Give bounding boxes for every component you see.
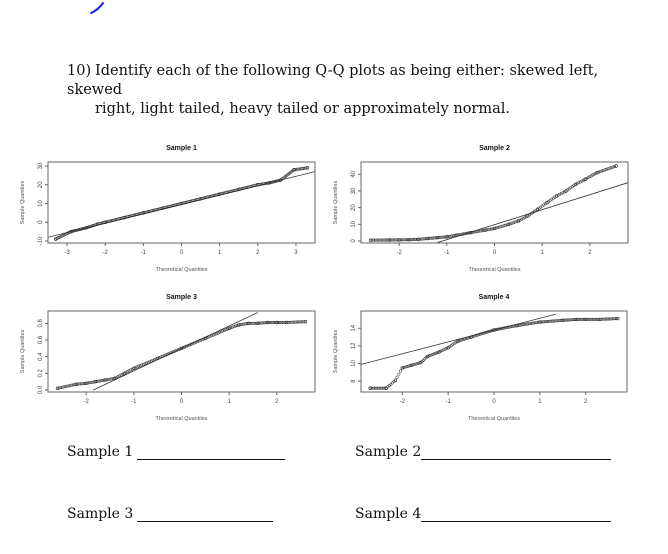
answer-blank-1[interactable] <box>137 445 286 460</box>
qq-plot-svg: Sample 3 -2 -1 0 1 2 0.0 0.2 0.4 0.6 0.8 Theoretica… <box>20 294 316 422</box>
svg-text:0: 0 <box>180 399 184 405</box>
svg-text:-2: -2 <box>396 250 402 256</box>
y-axis-label: Sample Quantiles <box>333 181 339 225</box>
svg-text:10: 10 <box>351 220 357 227</box>
answer-sample-4: Sample 4 <box>355 506 612 522</box>
x-axis-label: Theoretical Quantiles <box>469 267 521 273</box>
svg-text:0: 0 <box>180 250 184 256</box>
svg-text:20: 20 <box>351 204 357 211</box>
svg-text:1: 1 <box>538 399 542 405</box>
qq-plot-svg: Sample 1-3 -2 -1 0 1 2 3-100102030Theoretical … <box>20 145 316 273</box>
svg-text:2: 2 <box>584 399 588 405</box>
answer-sample-1: Sample 1 <box>67 444 286 460</box>
answer-blank-2[interactable] <box>421 445 612 460</box>
y-axis-label: Sample Quantiles <box>20 181 26 225</box>
question-text: 10) Identify each of the following Q-Q pl… <box>67 62 627 119</box>
svg-text:2: 2 <box>275 399 279 405</box>
x-axis-label: Theoretical Quantiles <box>156 267 208 273</box>
reference-line <box>361 313 557 365</box>
svg-text:0: 0 <box>493 250 497 256</box>
svg-text:1: 1 <box>218 250 222 256</box>
svg-text:0: 0 <box>492 399 496 405</box>
svg-text:-2: -2 <box>103 250 109 256</box>
qq-plot-sample-2: Sample 2 -2 -1 0 1 2 0 10 20 30 40 Theoretical Quan… <box>330 140 668 285</box>
question-line-1: Identify each of the following Q-Q plots… <box>67 63 599 98</box>
svg-text:0.2: 0.2 <box>38 369 44 378</box>
svg-text:-1: -1 <box>444 250 450 256</box>
svg-text:1: 1 <box>541 250 545 256</box>
y-axis-label: Sample Quantiles <box>333 330 339 374</box>
svg-text:2: 2 <box>256 250 260 256</box>
answer-blank-3[interactable] <box>137 507 274 522</box>
question-number: 10) <box>67 63 92 79</box>
svg-text:3: 3 <box>294 250 298 256</box>
qq-plot-sample-4: Sample 4 -2 -1 0 1 2 8 10 12 14 Theoretical Quanti… <box>330 289 668 434</box>
answer-blank-4[interactable] <box>421 507 612 522</box>
qq-plot-sample-3: Sample 3 -2 -1 0 1 2 0.0 0.2 0.4 0.6 0.8 Theoretica… <box>0 289 338 434</box>
plot-title: Sample 3 <box>166 294 197 301</box>
question-line-2: right, light tailed, heavy tailed or app… <box>95 101 511 117</box>
svg-text:0.4: 0.4 <box>38 352 44 361</box>
reference-line <box>437 182 628 243</box>
svg-text:14: 14 <box>351 324 357 331</box>
svg-text:0: 0 <box>351 239 357 243</box>
svg-text:0.8: 0.8 <box>38 319 44 328</box>
svg-text:30: 30 <box>38 162 44 169</box>
svg-text:8: 8 <box>351 379 357 383</box>
plot-title: Sample 2 <box>479 145 510 152</box>
svg-text:1: 1 <box>228 399 232 405</box>
svg-text:30: 30 <box>351 187 357 194</box>
x-axis-label: Theoretical Quantiles <box>156 416 208 422</box>
answer-label-4: Sample 4 <box>355 506 422 522</box>
svg-text:10: 10 <box>351 360 357 367</box>
svg-text:40: 40 <box>351 170 357 177</box>
svg-text:-1: -1 <box>445 399 451 405</box>
svg-text:2: 2 <box>588 250 592 256</box>
plot-frame <box>360 310 628 393</box>
x-axis-label: Theoretical Quantiles <box>468 416 520 422</box>
answer-label-2: Sample 2 <box>355 444 422 460</box>
svg-text:12: 12 <box>351 342 357 349</box>
handwritten-pen-mark <box>90 2 104 14</box>
svg-text:-1: -1 <box>131 399 137 405</box>
svg-text:0: 0 <box>38 220 44 224</box>
svg-text:-2: -2 <box>400 399 406 405</box>
svg-text:-2: -2 <box>83 399 89 405</box>
answer-sample-2: Sample 2 <box>355 444 612 460</box>
plot-title: Sample 1 <box>166 145 197 152</box>
svg-text:-3: -3 <box>64 250 70 256</box>
answer-label-1: Sample 1 <box>67 444 134 460</box>
plot-title: Sample 4 <box>479 294 510 301</box>
svg-text:0.6: 0.6 <box>38 335 44 344</box>
answer-label-3: Sample 3 <box>67 506 134 522</box>
qq-plot-sample-1: Sample 1 -3 -2 -1 0 1 2 3 -10 0 10 20 30 Theoretical … <box>0 140 338 285</box>
svg-text:0.0: 0.0 <box>38 385 44 394</box>
svg-text:10: 10 <box>38 200 44 207</box>
svg-text:-10: -10 <box>38 236 44 245</box>
answer-sample-3: Sample 3 <box>67 506 274 522</box>
svg-text:20: 20 <box>38 181 44 188</box>
y-axis-label: Sample Quantiles <box>20 330 26 374</box>
plot-frame <box>360 161 629 244</box>
svg-text:-1: -1 <box>141 250 147 256</box>
